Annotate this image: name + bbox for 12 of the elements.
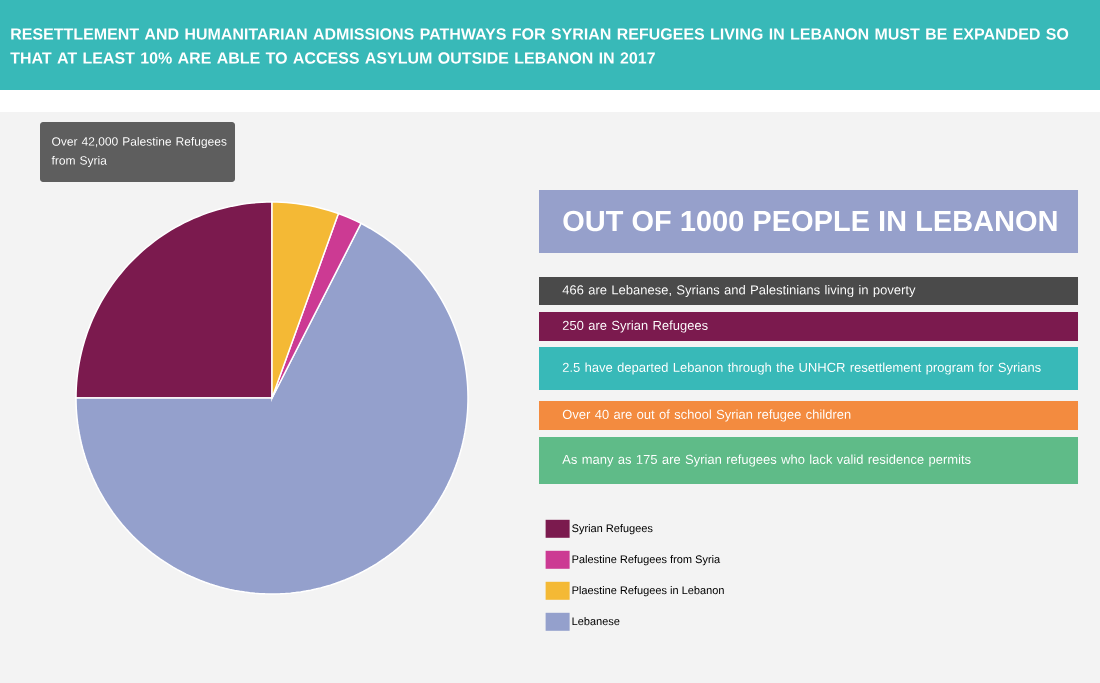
legend-label: Palestine Refugees from Syria [572, 555, 721, 566]
legend-label: Lebanese [572, 617, 620, 626]
text: 250 are Syrian Refugees [562, 320, 708, 333]
text: OUT OF 1000 PEOPLE IN LEBANON [563, 210, 1057, 232]
legend-label: Syrian Refugees [572, 524, 653, 535]
text: Over 42,000 Palestine Refugees from Syria [51, 136, 227, 168]
text: Over 40 are out of school Syrian refugee children [562, 409, 851, 422]
chart-title: RESETTLEMENT AND HUMANITARIAN ADMISSIONS PATHWAYS FOR SYRIAN REFUGEES LIVING IN LEBANON MUST BE EXPANDED SO THAT AT LEAST 10% ARE ABLE TO ACCESS ASYLUM OUTSIDE LEBANON IN 2017 [10, 28, 1069, 64]
legend-label: Plaestine Refugees in Lebanon [572, 586, 724, 597]
text: 2.5 have departed Lebanon through the UNHCR resettlement program for Syrians [562, 362, 1041, 375]
text: As many as 175 are Syrian refugees who lack valid residence permits [562, 454, 971, 467]
text: 466 are Lebanese, Syrians and Palestinians living in poverty [562, 284, 916, 298]
